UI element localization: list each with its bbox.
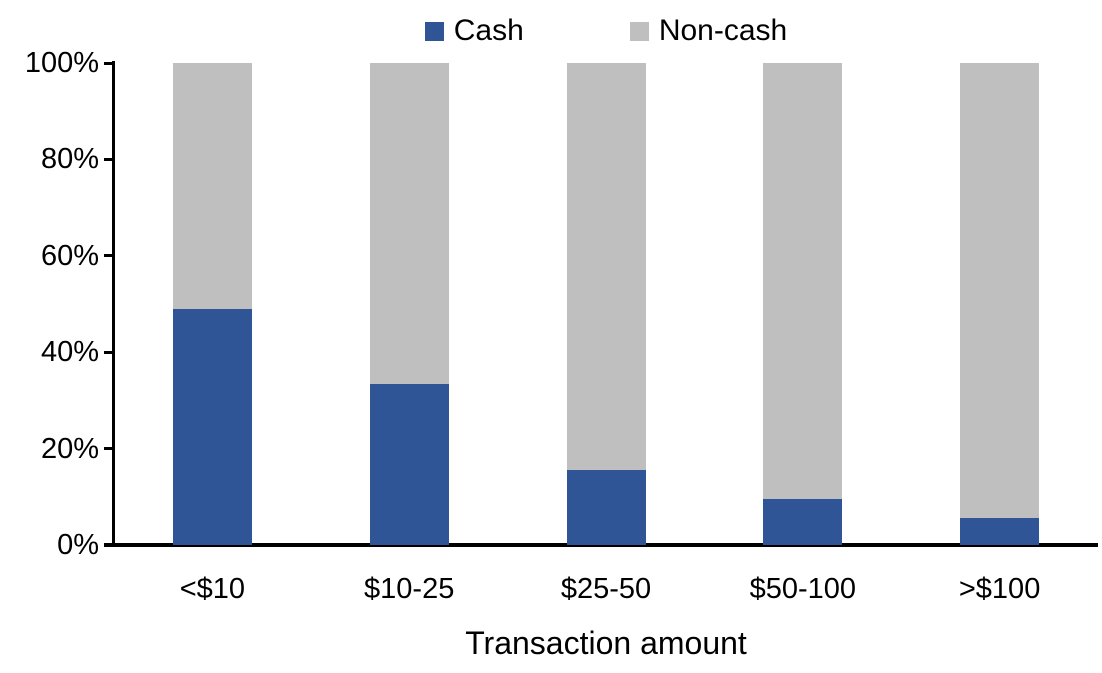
x-category-label: $25-50	[560, 573, 652, 605]
legend-item-noncash: Non-cash	[629, 13, 788, 49]
x-category-label: $10-25	[364, 573, 455, 605]
y-tick-label: 80%	[40, 143, 99, 176]
noncash-segment	[763, 63, 843, 500]
legend-label-cash: Cash	[453, 14, 524, 47]
y-tick	[104, 447, 115, 451]
y-tick-label: 100%	[24, 47, 99, 79]
cash-segment	[763, 499, 843, 545]
y-axis-line	[112, 61, 115, 545]
stacked-bar-$10-25	[369, 63, 449, 545]
x-axis-title: Transaction amount	[465, 625, 747, 661]
cash-segment	[566, 470, 646, 545]
y-tick	[104, 254, 115, 258]
y-tick-label: 20%	[40, 432, 99, 465]
plot-area	[114, 63, 1098, 545]
x-axis-line	[104, 543, 1098, 547]
legend-label-noncash: Non-cash	[658, 14, 788, 47]
stacked-bar-<$10	[172, 63, 252, 545]
y-tick-label: 0%	[57, 529, 99, 561]
y-tick	[104, 543, 115, 547]
y-tick	[104, 61, 115, 65]
noncash-segment	[369, 63, 449, 384]
cash-segment	[960, 518, 1040, 545]
chart-legend: Cash Non-cash	[114, 13, 1098, 49]
noncash-segment	[960, 63, 1040, 519]
cash-segment	[172, 308, 252, 545]
y-tick-label: 60%	[40, 239, 99, 272]
cash-swatch-icon	[424, 21, 444, 41]
y-tick	[104, 157, 115, 161]
legend-item-cash: Cash	[424, 13, 524, 49]
x-category-label: $50-100	[749, 573, 857, 605]
x-category-label: >$100	[958, 573, 1041, 605]
noncash-segment	[172, 63, 252, 309]
noncash-swatch-icon	[629, 21, 649, 41]
noncash-segment	[566, 63, 646, 471]
y-tick	[104, 350, 115, 354]
stacked-bar->$100	[960, 63, 1040, 545]
stacked-bar-$25-50	[566, 63, 646, 545]
cash-segment	[369, 383, 449, 545]
y-tick-label: 40%	[40, 336, 99, 369]
stacked-bar-$50-100	[763, 63, 843, 545]
x-category-label: <$10	[179, 573, 246, 605]
